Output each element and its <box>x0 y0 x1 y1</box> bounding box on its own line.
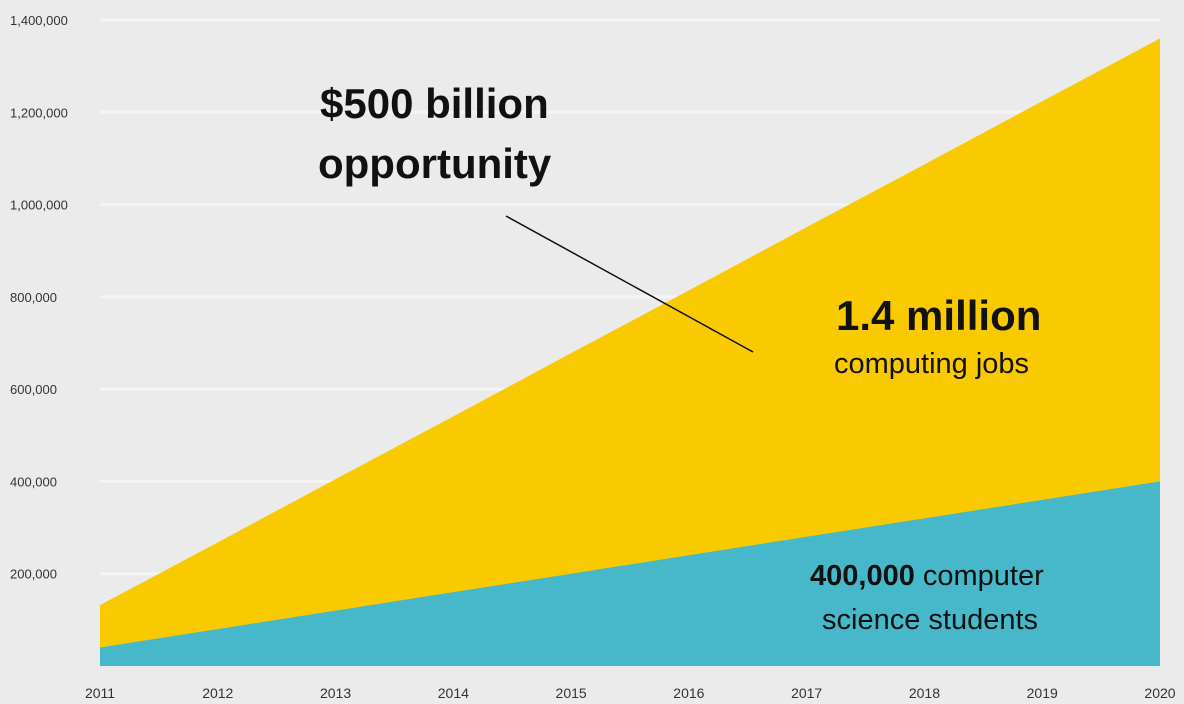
students-value-label: 400,000 <box>810 560 915 592</box>
y-tick-label-3: 800,000 <box>10 290 57 305</box>
opportunity-annotation-line2: opportunity <box>318 140 552 187</box>
x-tick-label-3: 2014 <box>438 685 469 701</box>
x-tick-label-0: 2011 <box>85 685 115 701</box>
x-tick-label-6: 2017 <box>791 685 822 701</box>
x-tick-label-8: 2019 <box>1027 685 1058 701</box>
x-tick-label-9: 2020 <box>1144 685 1175 701</box>
x-tick-label-4: 2015 <box>556 685 587 701</box>
opportunity-annotation-line1: $500 billion <box>320 80 549 127</box>
y-tick-label-4: 1,000,000 <box>10 198 68 213</box>
y-tick-label-5: 1,200,000 <box>10 105 68 120</box>
opportunity-pointer-line <box>505 215 754 353</box>
students-annotation-line1: 400,000 computer <box>810 560 1044 593</box>
y-tick-label-0: 200,000 <box>10 567 57 582</box>
x-tick-label-1: 2012 <box>202 685 233 701</box>
x-tick-label-7: 2018 <box>909 685 940 701</box>
students-annotation-line2: science students <box>822 604 1039 636</box>
area-0 <box>100 38 1160 666</box>
y-tick-label-1: 400,000 <box>10 474 57 489</box>
x-tick-label-5: 2016 <box>673 685 704 701</box>
x-tick-label-2: 2013 <box>320 685 351 701</box>
y-axis: 200,000 400,000 600,000 800,000 1,000,000 1,2… <box>10 13 68 582</box>
y-tick-label-6: 1,400,000 <box>10 13 68 28</box>
jobs-text-label: computing jobs <box>834 348 1030 380</box>
y-tick-label-2: 600,000 <box>10 382 57 397</box>
area-series <box>100 38 1160 666</box>
area-1 <box>100 481 1160 666</box>
students-text-label: computer <box>922 560 1044 592</box>
jobs-value-label: 1.4 million <box>836 292 1042 339</box>
x-axis: 2011 2012 2013 2014 2015 2016 2017 2018 2019 2020 <box>85 685 1176 701</box>
